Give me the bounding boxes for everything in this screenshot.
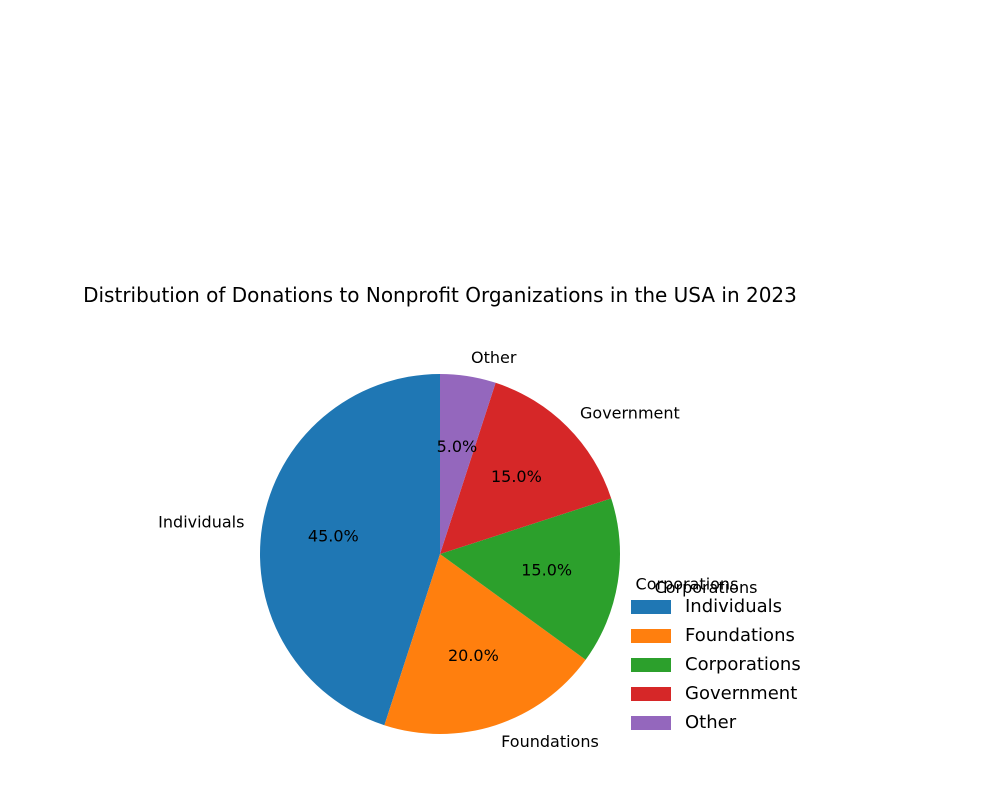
- legend-label-individuals: Individuals: [685, 596, 782, 617]
- legend-swatch-foundations: [631, 629, 671, 643]
- legend-label-other: Other: [685, 712, 737, 733]
- pie-slices: [260, 374, 620, 735]
- pie-slice-other: [440, 374, 496, 554]
- legend-label-foundations: Foundations: [685, 625, 795, 646]
- percent-label-foundations: 20.0%: [448, 646, 499, 665]
- slice-label-individuals: Individuals: [158, 513, 244, 532]
- slice-labels: Individuals Foundations Corporations Govern…: [158, 348, 738, 751]
- legend-title: Corporations: [655, 578, 758, 597]
- pie-slice-individuals: [260, 374, 440, 726]
- slice-label-corporations: Corporations: [636, 574, 739, 593]
- slice-label-government: Government: [580, 403, 680, 422]
- legend: Corporations Individuals Foundations Corpo…: [631, 578, 801, 733]
- slice-label-foundations: Foundations: [501, 732, 599, 751]
- slice-label-other: Other: [471, 348, 517, 367]
- legend-swatch-government: [631, 687, 671, 701]
- percent-label-corporations: 15.0%: [521, 560, 572, 579]
- legend-label-corporations: Corporations: [685, 654, 801, 675]
- legend-swatch-corporations: [631, 658, 671, 672]
- pie-slice-government: [440, 382, 612, 554]
- percent-labels: 45.0% 20.0% 15.0% 15.0% 5.0%: [308, 437, 572, 665]
- chart-title: Distribution of Donations to Nonprofit O…: [83, 283, 797, 307]
- percent-label-individuals: 45.0%: [308, 527, 359, 546]
- pie-slice-corporations: [440, 498, 620, 660]
- legend-label-government: Government: [685, 683, 797, 704]
- legend-swatch-individuals: [631, 600, 671, 614]
- legend-entries: Individuals Foundations Corporations Govern…: [631, 596, 801, 733]
- percent-label-government: 15.0%: [491, 467, 542, 486]
- legend-swatch-other: [631, 716, 671, 730]
- percent-label-other: 5.0%: [437, 437, 478, 456]
- pie-slice-foundations: [384, 554, 586, 735]
